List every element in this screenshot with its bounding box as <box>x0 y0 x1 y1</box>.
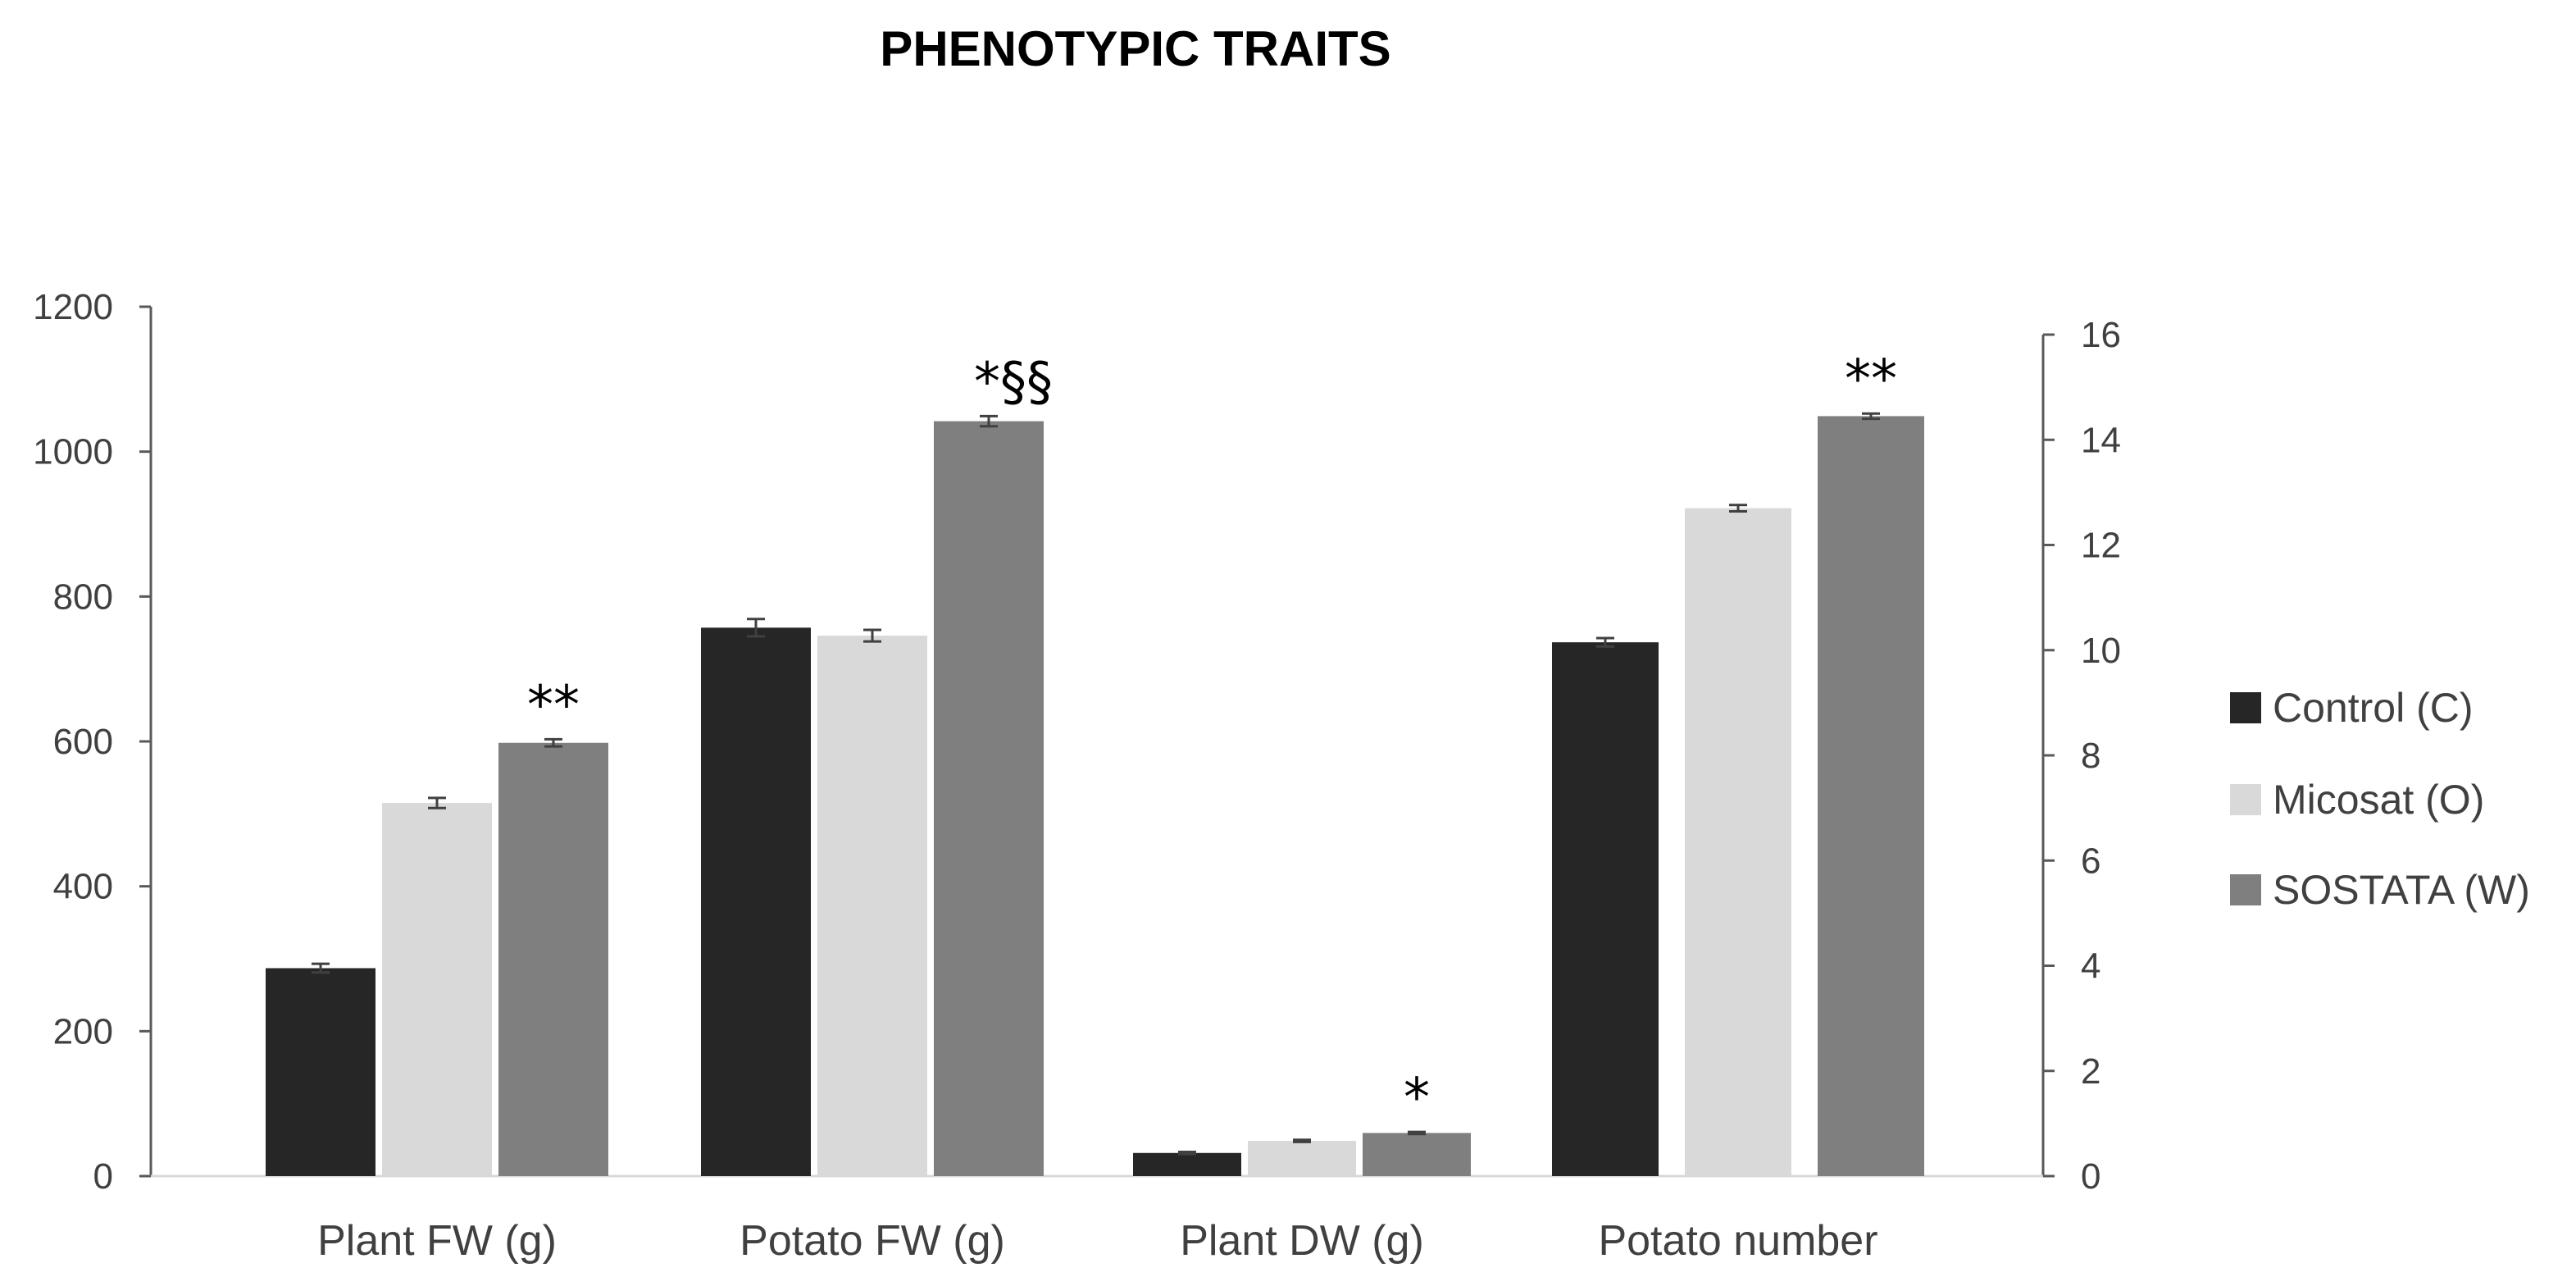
legend-label: SOSTATA (W) <box>2273 867 2530 913</box>
bar <box>1818 416 1924 1176</box>
bar <box>1552 642 1659 1176</box>
legend-label: Control (C) <box>2273 685 2473 731</box>
primary-tick-label: 400 <box>53 867 113 907</box>
significance-annotation: ** <box>1845 349 1897 410</box>
legend-swatch <box>2230 692 2261 723</box>
bar <box>266 968 375 1176</box>
bar <box>1133 1152 1241 1176</box>
primary-y-ticks: 0 200 400 600 800 1000 1200 <box>33 287 151 1197</box>
legend: Control (C) Micosat (O) SOSTATA (W) <box>2230 685 2530 913</box>
secondary-tick-label: 4 <box>2081 946 2100 987</box>
category-label: Potato FW (g) <box>740 1217 1005 1265</box>
secondary-tick-label: 8 <box>2081 736 2100 776</box>
significance-annotation: * <box>1404 1068 1430 1129</box>
bar <box>934 421 1044 1176</box>
primary-tick-label: 0 <box>93 1156 113 1197</box>
chart-title: PHENOTYPIC TRAITS <box>880 21 1390 76</box>
category-label: Plant DW (g) <box>1180 1217 1424 1265</box>
primary-tick-label: 800 <box>53 577 113 617</box>
secondary-tick-label: 12 <box>2081 526 2121 566</box>
bar-groups: ***§§*** <box>266 349 1924 1176</box>
legend-label: Micosat (O) <box>2273 777 2484 823</box>
legend-swatch <box>2230 874 2261 905</box>
primary-tick-label: 200 <box>53 1011 113 1051</box>
bar <box>1248 1141 1356 1176</box>
bar <box>382 803 492 1176</box>
secondary-tick-label: 14 <box>2081 420 2121 460</box>
bar <box>498 742 608 1176</box>
significance-annotation: ** <box>527 675 580 736</box>
bar <box>1363 1133 1471 1176</box>
primary-tick-label: 1200 <box>33 287 113 327</box>
primary-tick-label: 600 <box>53 722 113 762</box>
secondary-tick-label: 0 <box>2081 1156 2100 1197</box>
secondary-tick-label: 16 <box>2081 315 2121 355</box>
bar <box>1685 508 1791 1176</box>
category-labels: Plant FW (g) Potato FW (g) Plant DW (g) Pot… <box>317 1217 1877 1265</box>
legend-swatch <box>2230 784 2261 815</box>
bar <box>817 636 927 1176</box>
secondary-tick-label: 6 <box>2081 841 2100 881</box>
category-label: Potato number <box>1598 1217 1877 1265</box>
significance-annotation: *§§ <box>974 352 1053 413</box>
primary-tick-label: 1000 <box>33 432 113 472</box>
secondary-tick-label: 10 <box>2081 631 2121 671</box>
secondary-tick-label: 2 <box>2081 1051 2100 1092</box>
secondary-y-ticks: 0 2 4 6 8 10 12 14 16 <box>2043 315 2121 1197</box>
category-label: Plant FW (g) <box>317 1217 557 1265</box>
bar <box>701 627 811 1176</box>
